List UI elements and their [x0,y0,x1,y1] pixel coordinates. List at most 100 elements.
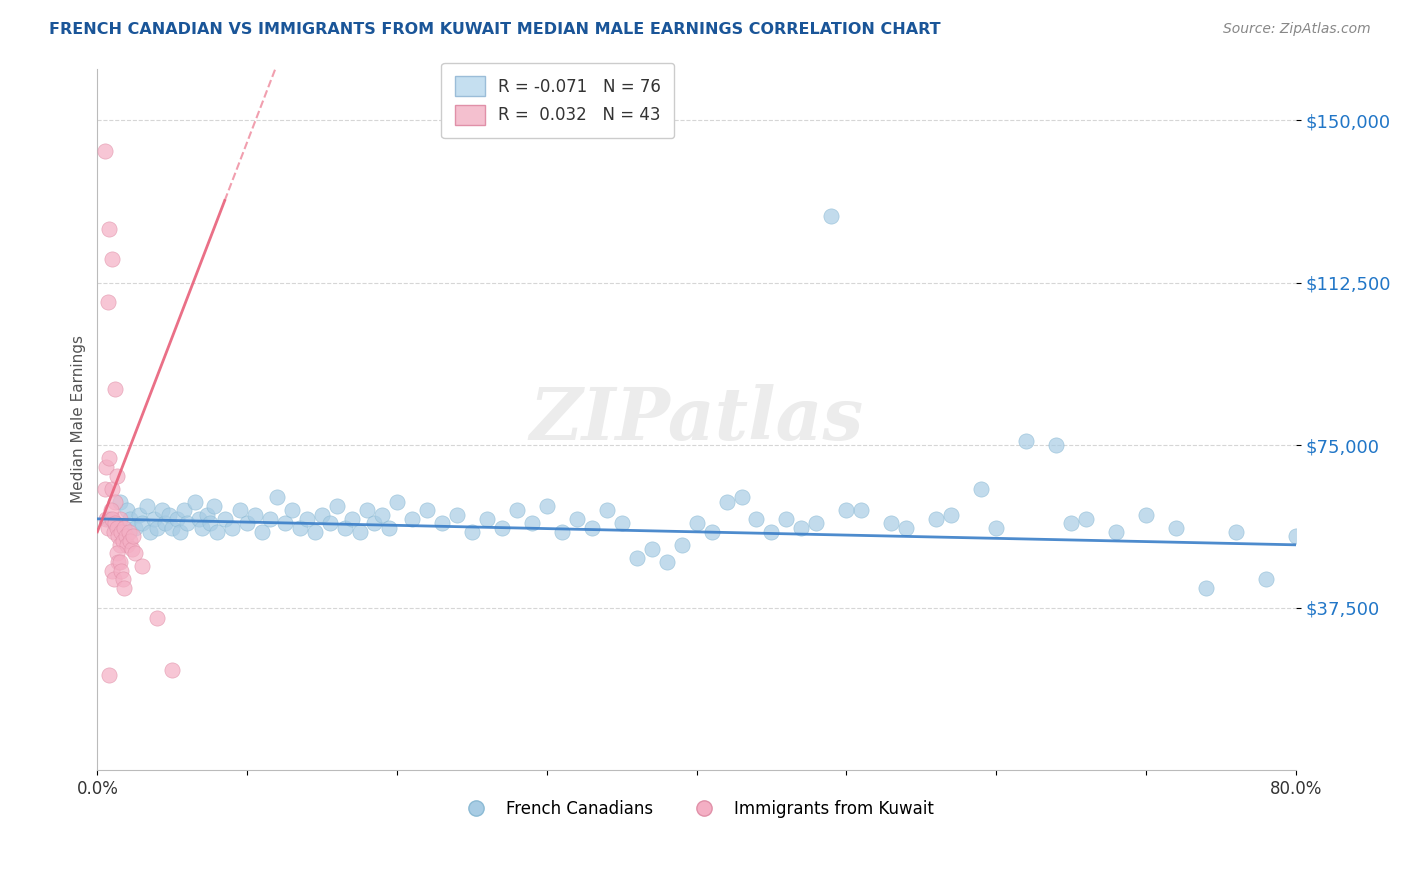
Point [157,508,180,522]
Point [169,524,191,539]
Point [228,503,250,517]
Point [111,573,134,587]
Point [173,503,195,517]
Point [101,252,124,266]
Point [1015,434,1038,448]
Point [1045,438,1067,452]
Point [101,482,124,496]
Point [166,512,188,526]
Point [716,494,738,508]
Point [626,550,648,565]
Point [1135,508,1157,522]
Point [925,512,948,526]
Point [790,520,813,534]
Point [117,503,139,517]
Text: FRENCH CANADIAN VS IMMIGRANTS FROM KUWAIT MEDIAN MALE EARNINGS CORRELATION CHART: FRENCH CANADIAN VS IMMIGRANTS FROM KUWAI… [49,22,941,37]
Point [114,529,136,543]
Point [941,508,963,522]
Point [970,482,993,496]
Point [188,512,211,526]
Legend: French Canadians, Immigrants from Kuwait: French Canadians, Immigrants from Kuwait [453,794,941,825]
Point [430,516,453,531]
Point [236,516,259,531]
Point [103,524,125,539]
Text: ZIPatlas: ZIPatlas [530,384,863,455]
Point [1060,516,1083,531]
Point [1254,573,1277,587]
Point [110,564,132,578]
Point [176,516,198,531]
Point [851,503,873,517]
Point [1285,529,1308,543]
Point [1195,581,1218,595]
Point [104,516,127,531]
Point [640,542,662,557]
Point [475,512,498,526]
Point [446,508,468,522]
Point [98,221,121,235]
Point [880,516,903,531]
Point [806,516,828,531]
Point [416,503,439,517]
Point [655,555,678,569]
Point [1074,512,1097,526]
Point [243,508,266,522]
Point [103,573,125,587]
Y-axis label: Median Male Earnings: Median Male Earnings [72,335,86,503]
Point [745,512,768,526]
Point [108,538,131,552]
Point [506,503,529,517]
Point [1164,520,1187,534]
Point [461,524,484,539]
Point [105,520,128,534]
Point [202,499,225,513]
Point [221,520,243,534]
Point [1105,524,1128,539]
Point [198,516,221,531]
Point [112,524,135,539]
Point [146,611,169,625]
Point [131,559,153,574]
Point [986,520,1008,534]
Point [107,529,129,543]
Point [107,555,129,569]
Point [761,524,783,539]
Point [266,490,288,504]
Point [111,533,134,548]
Point [150,503,173,517]
Point [101,512,124,526]
Point [595,503,617,517]
Point [128,508,150,522]
Point [536,499,558,513]
Point [117,538,139,552]
Point [333,520,356,534]
Point [97,520,120,534]
Point [104,516,127,531]
Point [775,512,797,526]
Point [104,382,127,396]
Point [259,512,281,526]
Point [96,459,118,474]
Point [304,524,326,539]
Point [96,512,118,526]
Point [288,520,311,534]
Point [121,542,143,557]
Point [340,512,363,526]
Point [363,516,385,531]
Point [112,520,135,534]
Point [326,499,349,513]
Point [281,503,304,517]
Point [273,516,295,531]
Point [124,547,146,561]
Point [195,508,218,522]
Point [122,529,145,543]
Point [610,516,633,531]
Point [124,520,146,534]
Point [311,508,333,522]
Point [491,520,513,534]
Point [118,524,141,539]
Point [94,482,117,496]
Point [685,516,707,531]
Point [835,503,858,517]
Point [214,512,236,526]
